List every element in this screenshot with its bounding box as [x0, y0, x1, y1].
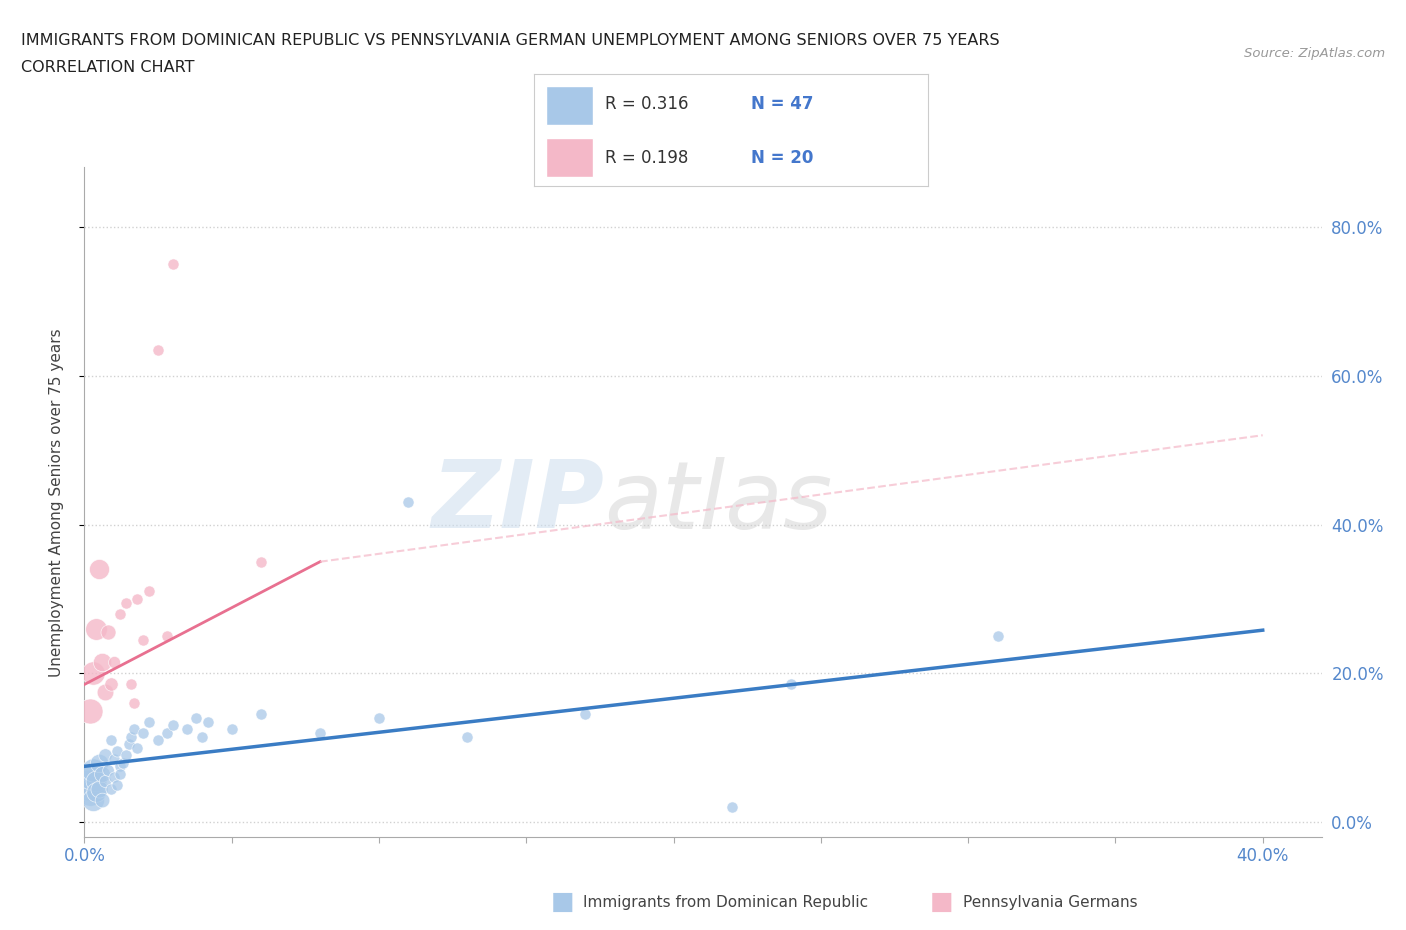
Text: CORRELATION CHART: CORRELATION CHART	[21, 60, 194, 75]
Y-axis label: Unemployment Among Seniors over 75 years: Unemployment Among Seniors over 75 years	[49, 328, 63, 676]
Text: Source: ZipAtlas.com: Source: ZipAtlas.com	[1244, 46, 1385, 60]
Text: ZIP: ZIP	[432, 457, 605, 548]
FancyBboxPatch shape	[546, 86, 593, 125]
Text: N = 47: N = 47	[751, 95, 813, 113]
Text: R = 0.198: R = 0.198	[605, 149, 689, 166]
Text: IMMIGRANTS FROM DOMINICAN REPUBLIC VS PENNSYLVANIA GERMAN UNEMPLOYMENT AMONG SEN: IMMIGRANTS FROM DOMINICAN REPUBLIC VS PE…	[21, 33, 1000, 47]
Text: N = 20: N = 20	[751, 149, 813, 166]
Text: R = 0.316: R = 0.316	[605, 95, 689, 113]
Text: Immigrants from Dominican Republic: Immigrants from Dominican Republic	[583, 895, 869, 910]
FancyBboxPatch shape	[546, 138, 593, 177]
Text: Pennsylvania Germans: Pennsylvania Germans	[963, 895, 1137, 910]
Text: ■: ■	[931, 890, 953, 914]
Text: ■: ■	[551, 890, 574, 914]
Text: atlas: atlas	[605, 457, 832, 548]
